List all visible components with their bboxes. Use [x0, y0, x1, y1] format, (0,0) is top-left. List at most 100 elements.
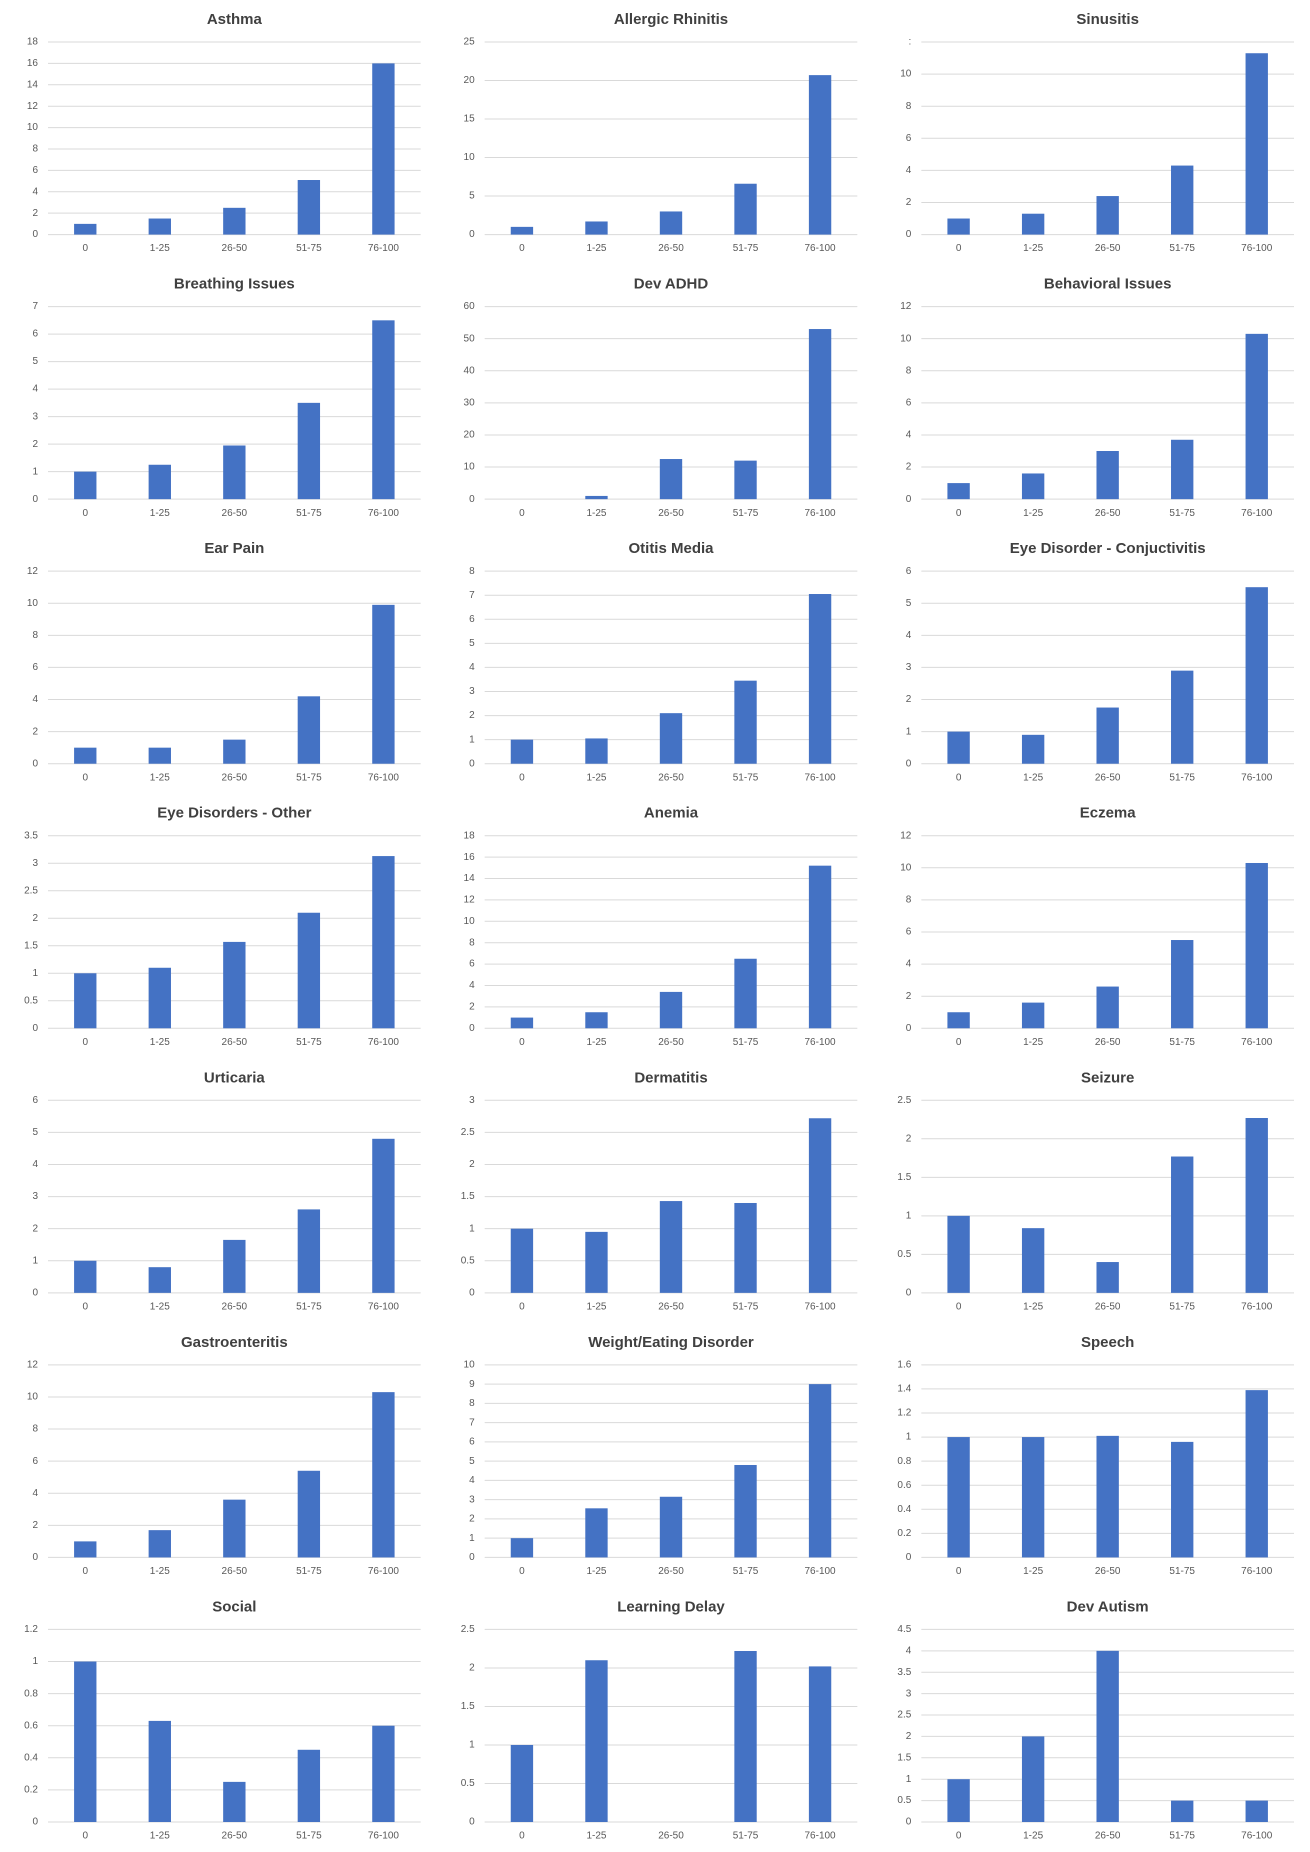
x-tick-label: 0: [956, 1566, 962, 1577]
y-tick-label: 1.4: [897, 1384, 911, 1395]
bar: [74, 471, 97, 500]
bar: [1245, 1118, 1268, 1293]
y-tick-label: 8: [469, 566, 475, 577]
y-tick-label: 20: [464, 75, 476, 86]
y-tick-label: 8: [906, 895, 912, 906]
x-tick-label: 26-50: [1095, 1831, 1121, 1842]
x-tick-label: 26-50: [222, 772, 248, 783]
bar: [947, 1215, 970, 1293]
x-tick-label: 26-50: [658, 1566, 684, 1577]
y-tick-label: 2.5: [461, 1127, 475, 1138]
x-tick-label: 1-25: [150, 772, 170, 783]
y-tick-label: 1: [906, 1774, 912, 1785]
y-tick-label: 1.5: [461, 1191, 475, 1202]
x-tick-label: 51-75: [296, 1566, 322, 1577]
y-tick-label: 10: [27, 122, 39, 133]
y-tick-label: 10: [27, 598, 39, 609]
x-tick-label: 26-50: [222, 1037, 248, 1048]
bar: [1245, 53, 1268, 235]
bar: [659, 211, 683, 235]
bar: [297, 1749, 321, 1822]
y-tick-label: 3: [32, 858, 38, 869]
bar: [372, 604, 395, 764]
bar: [808, 594, 832, 764]
bar: [659, 1496, 683, 1558]
y-tick-label: 5: [469, 191, 475, 202]
x-tick-label: 0: [82, 1037, 88, 1048]
y-tick-label: 8: [469, 1398, 475, 1409]
chart-title: Dev Autism: [1067, 1598, 1149, 1615]
y-tick-label: 8: [32, 144, 38, 155]
y-tick-label: 4: [906, 430, 912, 441]
y-tick-label: 2: [32, 913, 38, 924]
bar: [372, 856, 395, 1029]
bar: [947, 1437, 970, 1558]
bar: [947, 1779, 970, 1822]
x-tick-label: 1-25: [586, 1831, 606, 1842]
x-tick-label: 1-25: [1023, 508, 1043, 519]
y-tick-label: 10: [464, 152, 476, 163]
x-tick-label: 0: [956, 508, 962, 519]
y-tick-label: 1: [32, 1656, 38, 1667]
bar: [1096, 196, 1119, 235]
x-tick-label: 1-25: [586, 1301, 606, 1312]
x-tick-label: 76-100: [368, 1037, 400, 1048]
y-tick-label: 0: [906, 1817, 912, 1828]
x-tick-label: 76-100: [368, 1566, 400, 1577]
bar: [947, 218, 970, 235]
x-tick-label: 0: [956, 1037, 962, 1048]
bar: [1021, 1736, 1045, 1822]
bar: [808, 865, 832, 1029]
bar: [659, 459, 683, 500]
y-tick-label: 4: [906, 1645, 912, 1656]
x-tick-label: 26-50: [1095, 1566, 1121, 1577]
bar: [148, 747, 171, 764]
bar: [372, 1392, 395, 1558]
chart-title: Gastroenteritis: [181, 1334, 288, 1351]
x-tick-label: 76-100: [368, 1831, 400, 1842]
y-tick-label: 3: [469, 1095, 475, 1106]
x-tick-label: 0: [519, 508, 525, 519]
x-tick-label: 0: [519, 1566, 525, 1577]
x-tick-label: 51-75: [1169, 1301, 1195, 1312]
y-tick-label: 12: [27, 566, 39, 577]
y-tick-label: 0: [906, 494, 912, 505]
y-tick-label: 2: [32, 1520, 38, 1531]
y-tick-label: 0.2: [24, 1785, 38, 1796]
y-tick-label: 0: [906, 1023, 912, 1034]
bar: [585, 221, 608, 235]
x-tick-label: 76-100: [804, 772, 836, 783]
x-tick-label: 1-25: [150, 508, 170, 519]
x-tick-label: 0: [82, 1831, 88, 1842]
bar: [372, 1138, 395, 1293]
bar: [510, 739, 534, 764]
y-tick-label: 0.5: [461, 1255, 475, 1266]
x-tick-label: 26-50: [1095, 1301, 1121, 1312]
x-tick-label: 26-50: [658, 1037, 684, 1048]
bar: [734, 680, 757, 764]
bar: [223, 1499, 246, 1558]
bar: [585, 495, 608, 500]
y-tick-label: 2.5: [897, 1095, 911, 1106]
chart-title: Social: [212, 1598, 256, 1615]
chart-title: Dermatitis: [634, 1069, 707, 1086]
x-tick-label: 1-25: [1023, 772, 1043, 783]
y-tick-label: 6: [32, 1456, 38, 1467]
chart-title: Eczema: [1080, 805, 1137, 822]
bar: [1096, 986, 1119, 1029]
bar: [74, 1541, 97, 1558]
bar: [297, 402, 321, 500]
x-tick-label: 51-75: [733, 1037, 759, 1048]
chart-title: Speech: [1081, 1334, 1134, 1351]
y-tick-label: 30: [464, 397, 476, 408]
y-tick-label: 2: [906, 991, 912, 1002]
y-tick-label: 8: [906, 101, 912, 112]
y-tick-label: 4: [32, 694, 38, 705]
bar: [372, 63, 395, 235]
x-tick-label: 0: [956, 772, 962, 783]
y-tick-label: 6: [32, 1095, 38, 1106]
bar: [1021, 1228, 1045, 1293]
x-tick-label: 76-100: [368, 243, 400, 254]
x-tick-label: 76-100: [804, 1566, 836, 1577]
